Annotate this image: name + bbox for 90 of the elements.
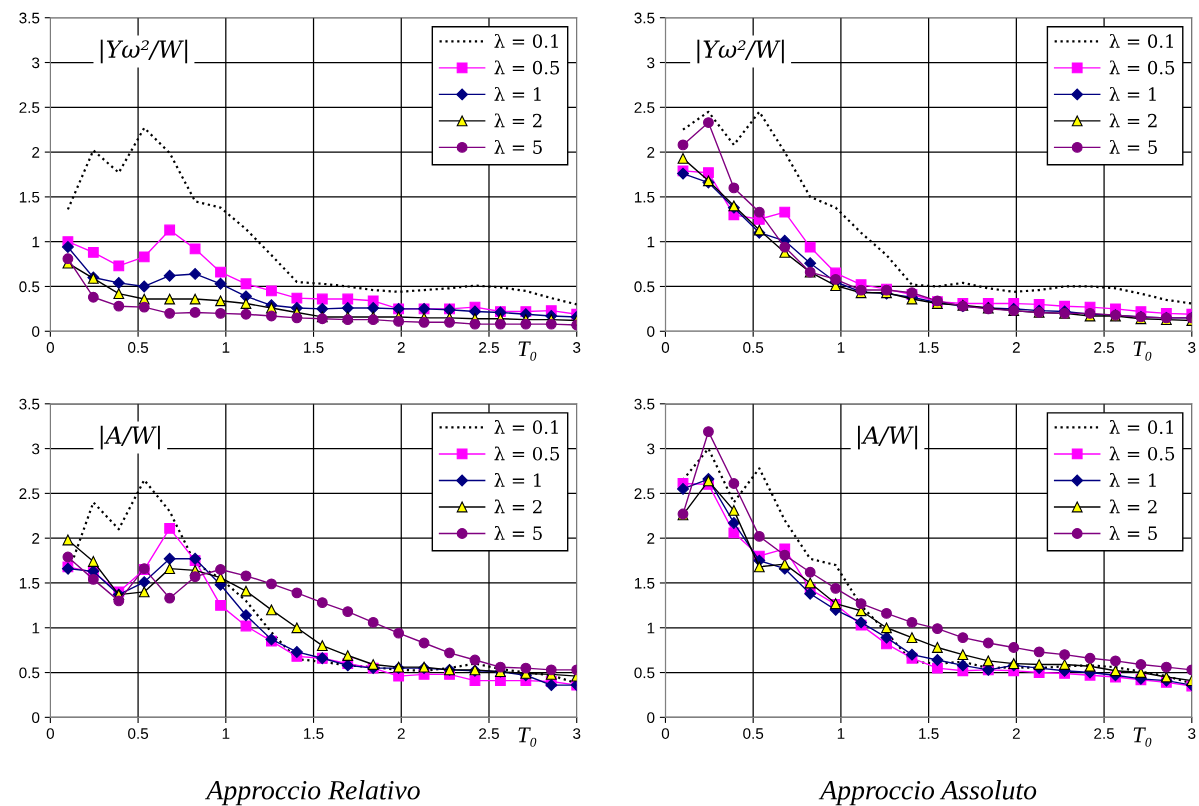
legend-label: λ = 1: [1109, 86, 1156, 101]
legend-label: λ = 2: [1109, 113, 1157, 128]
x-tick-label: 1: [837, 728, 845, 739]
x-tick-label: 3: [1188, 728, 1196, 739]
x-axis-title: T₀: [1133, 727, 1152, 747]
y-tick-label: 3: [32, 443, 40, 455]
y-tick-label: 1: [32, 622, 40, 634]
legend-label: λ = 0.1: [494, 419, 558, 435]
y-tick-label: 2: [32, 533, 40, 544]
legend-label: λ = 2: [494, 499, 542, 514]
y-tick-label: 1.5: [634, 577, 655, 589]
y-tick-label: 3.5: [634, 398, 655, 410]
y-tick-label: 0.5: [634, 281, 655, 293]
legend-label: λ = 5: [494, 139, 542, 154]
y-tick-label: 2.5: [19, 102, 40, 113]
x-tick-label: 2: [1012, 342, 1020, 353]
x-tick-label: 2.5: [1094, 342, 1115, 353]
x-tick-label: 1: [837, 342, 845, 353]
y-tick-label: 2: [647, 146, 655, 158]
legend-label: λ = 0.5: [494, 60, 560, 75]
legend-label: λ = 0.1: [1109, 33, 1173, 48]
x-tick-label: 3: [573, 728, 581, 739]
legend-label: λ = 0.1: [494, 33, 558, 48]
x-tick-label: 1.5: [919, 728, 939, 739]
y-tick-label: 3: [647, 57, 655, 69]
y-tick-label: 0: [647, 712, 655, 724]
x-tick-label: 2.5: [479, 342, 499, 353]
x-axis-title: T₀: [518, 727, 537, 747]
y-tick-label: 1: [647, 236, 655, 248]
y-tick-label: 0: [32, 712, 40, 724]
x-axis-title: T₀: [518, 341, 537, 361]
y-tick-label: 1: [647, 622, 655, 634]
legend-label: λ = 1: [494, 472, 541, 487]
text: Approccio Relativo: [204, 780, 420, 806]
legend-label: λ = 1: [494, 86, 541, 101]
y-tick-label: 2.5: [19, 488, 40, 500]
legend-label: λ = 5: [494, 525, 542, 541]
x-tick-label: 2.5: [479, 728, 499, 739]
legend-label: λ = 0.5: [1109, 60, 1175, 75]
legend-label: λ = 2: [1109, 499, 1157, 514]
y-tick-label: 2.5: [634, 102, 655, 113]
y-tick-label: 1.5: [19, 577, 40, 589]
x-tick-label: 1: [222, 342, 230, 353]
y-tick-label: 3: [32, 57, 40, 69]
x-tick-label: 3: [1188, 342, 1196, 353]
annotation: |Yω²/W|: [100, 39, 188, 64]
x-tick-label: 3: [573, 342, 581, 353]
annotation: |A/W|: [100, 425, 160, 450]
legend-label: λ = 5: [1109, 139, 1157, 154]
y-tick-label: 1.5: [634, 191, 655, 203]
y-tick-label: 3.5: [19, 12, 40, 24]
x-tick-label: 0.5: [743, 728, 764, 739]
legend-label: λ = 0.5: [494, 446, 560, 461]
y-tick-label: 3.5: [19, 398, 40, 410]
y-tick-label: 3.5: [634, 12, 655, 24]
x-tick-label: 0: [46, 728, 55, 739]
legend-label: λ = 1: [1109, 472, 1156, 487]
x-tick-label: 0.5: [128, 728, 149, 739]
y-tick-label: 2: [647, 533, 655, 544]
x-tick-label: 1.5: [304, 342, 324, 353]
y-tick-label: 1: [32, 236, 40, 248]
annotation: |A/W|: [857, 425, 918, 450]
x-tick-label: 0: [661, 342, 670, 353]
y-tick-label: 0.5: [19, 281, 40, 293]
y-tick-label: 2: [32, 146, 40, 158]
y-tick-label: 0: [647, 326, 655, 337]
x-tick-label: 2.5: [1094, 728, 1115, 739]
y-tick-label: 0.5: [634, 667, 655, 679]
x-tick-label: 2: [1012, 728, 1020, 739]
x-tick-label: 0: [46, 342, 55, 353]
annotation: |Yω²/W|: [697, 39, 784, 64]
y-tick-label: 2.5: [634, 488, 655, 500]
x-tick-label: 0: [661, 728, 670, 739]
y-tick-label: 1.5: [19, 191, 40, 203]
legend-label: λ = 0.1: [1109, 419, 1173, 435]
text: Approccio Assoluto: [818, 780, 1037, 806]
x-tick-label: 2: [397, 342, 405, 353]
x-tick-label: 1.5: [304, 728, 324, 739]
y-tick-label: 3: [647, 443, 655, 455]
legend-label: λ = 0.5: [1109, 446, 1175, 461]
x-tick-label: 1.5: [919, 342, 939, 353]
x-tick-label: 0.5: [128, 342, 149, 353]
x-tick-label: 0.5: [743, 342, 764, 353]
x-tick-label: 1: [222, 728, 230, 739]
x-axis-title: T₀: [1133, 341, 1152, 361]
y-tick-label: 0.5: [19, 667, 40, 679]
x-tick-label: 2: [397, 728, 405, 739]
y-tick-label: 0: [32, 326, 40, 337]
legend-label: λ = 2: [494, 113, 542, 128]
legend-label: λ = 5: [1109, 525, 1157, 541]
